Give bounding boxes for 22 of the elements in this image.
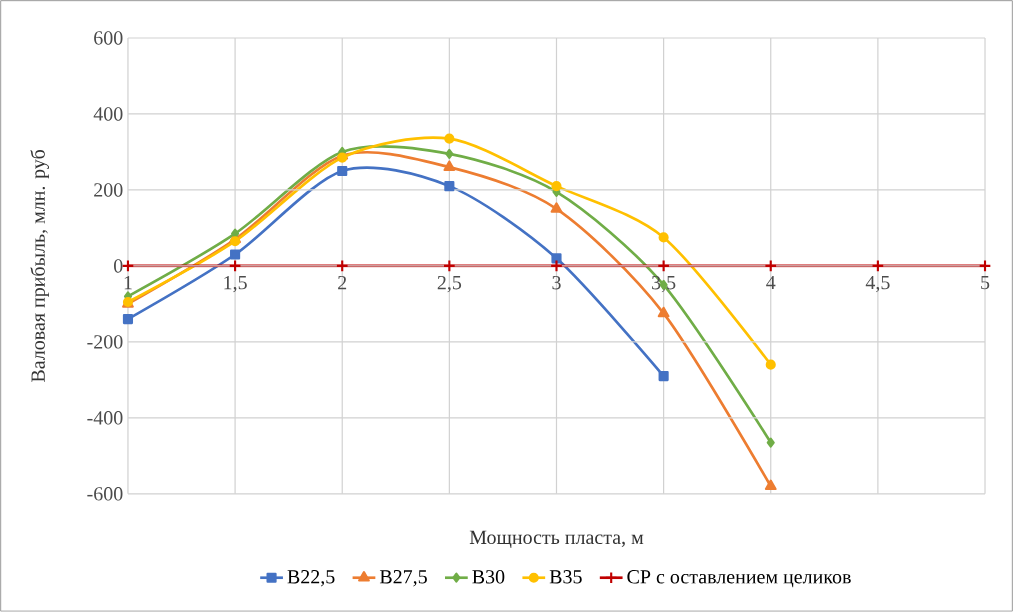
legend-label: B35 <box>549 570 582 584</box>
y-tick-label: 0 <box>114 259 123 273</box>
x-axis-title: Мощность пласта, м <box>469 530 644 549</box>
y-tick-label: 200 <box>94 183 123 197</box>
y-tick-label: -600 <box>87 487 123 501</box>
y-tick-label: -200 <box>87 335 123 349</box>
x-tick-label: 2,5 <box>437 276 462 293</box>
legend-label: B30 <box>472 570 505 584</box>
x-tick-label: 3 <box>552 276 561 290</box>
y-tick-label: 400 <box>93 107 123 121</box>
x-tick-label: 5 <box>981 276 990 290</box>
legend-label: B27,5 <box>379 570 427 587</box>
y-axis-title: Валовая прибыль, млн. руб <box>30 150 49 383</box>
x-tick-label: 4 <box>766 276 776 290</box>
x-tick-label: 1,5 <box>224 276 247 293</box>
x-tick-label: 2 <box>338 276 347 290</box>
y-tick-label: -400 <box>87 411 123 425</box>
y-tick-label: 600 <box>94 31 123 45</box>
legend-label: СР с оставлением целиков <box>627 570 851 588</box>
x-tick-label: 4,5 <box>865 276 890 293</box>
x-tick-label: 1 <box>124 276 132 290</box>
legend-label: B22,5 <box>287 570 335 587</box>
